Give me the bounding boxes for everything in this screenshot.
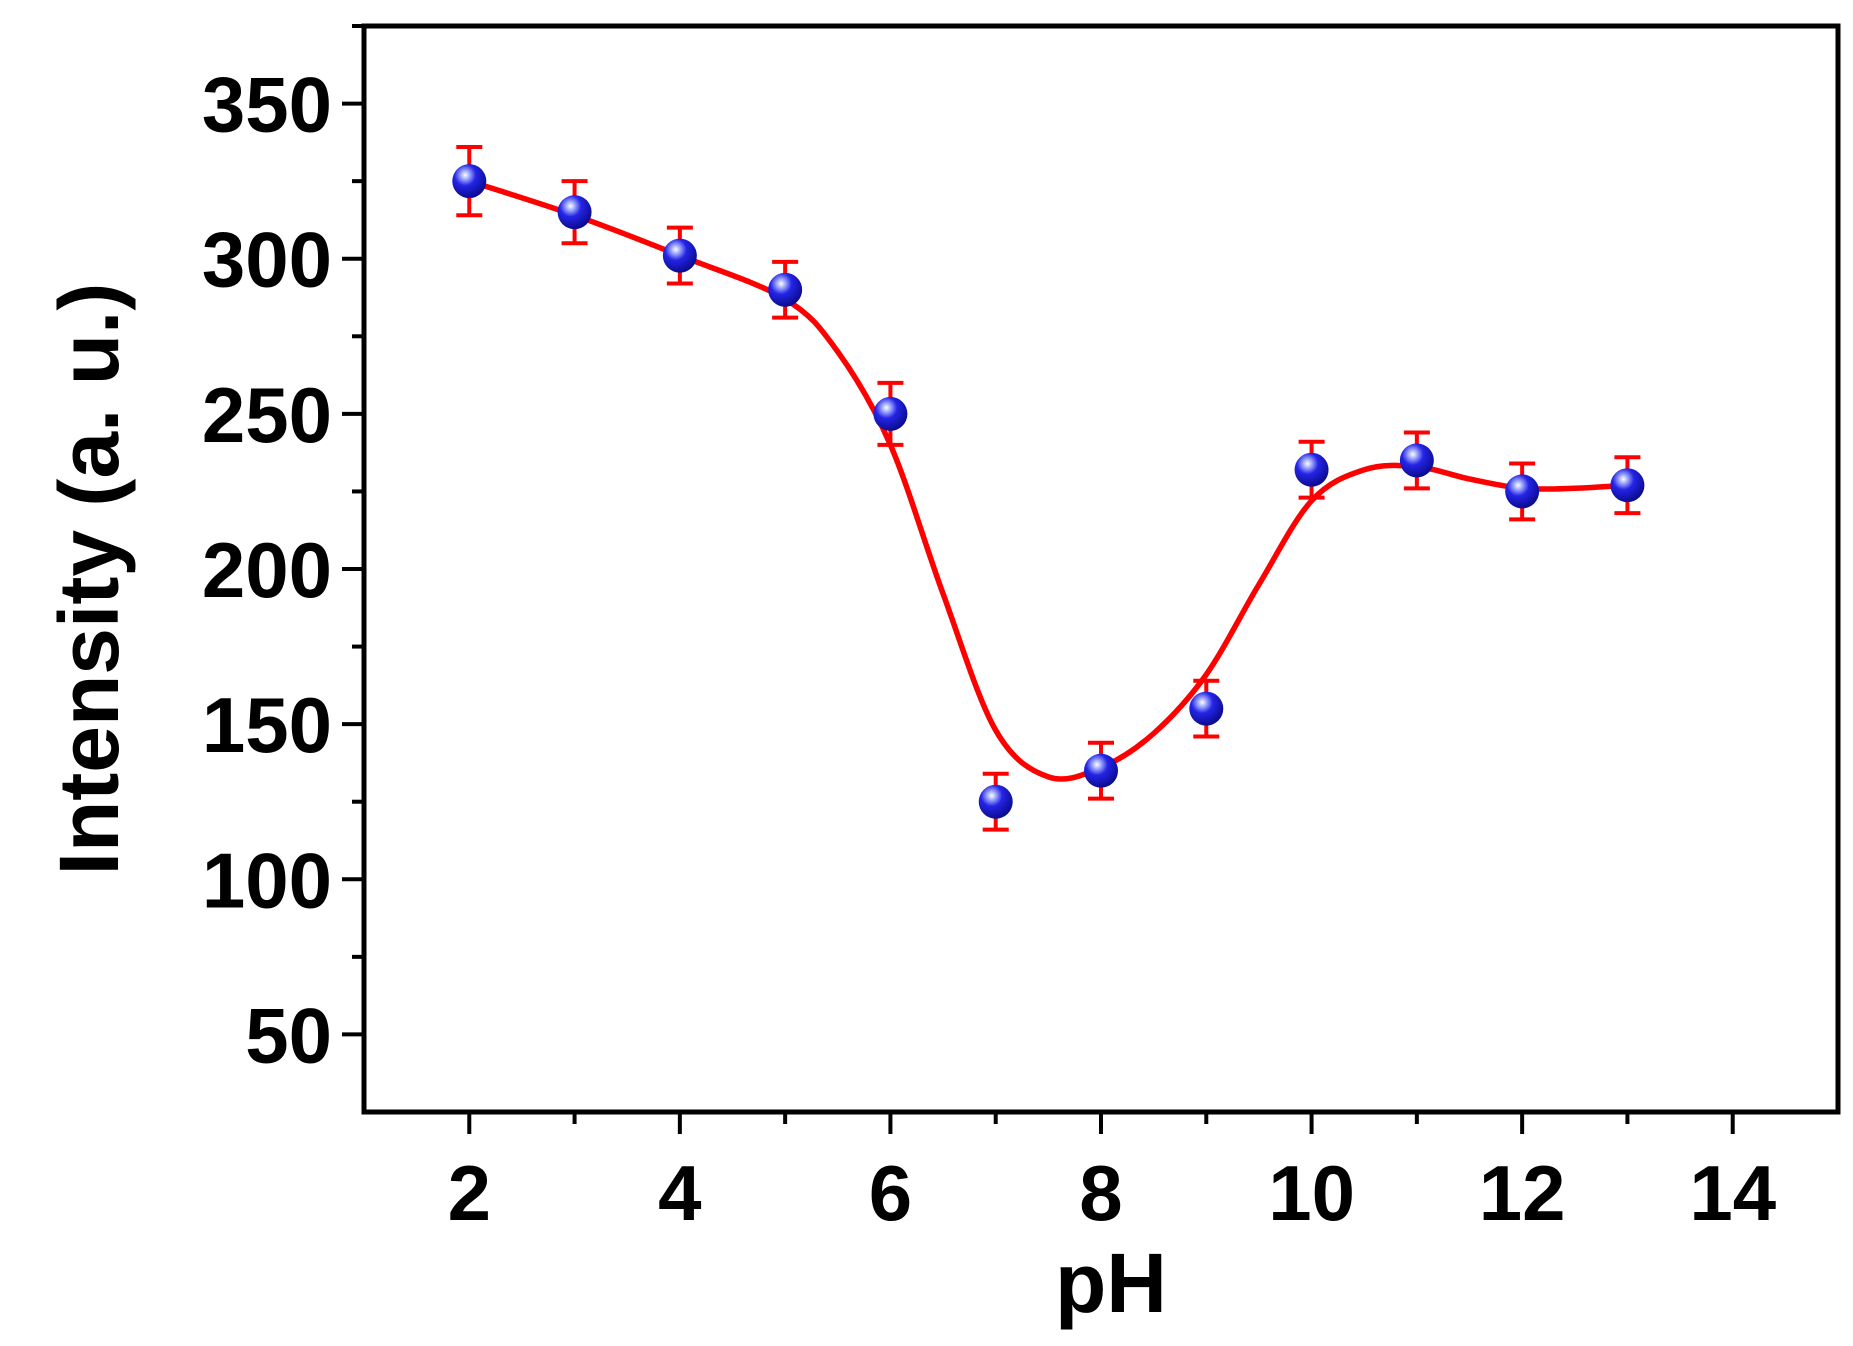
- y-tick-label: 350: [202, 61, 332, 149]
- x-tick-label: 2: [448, 1149, 491, 1237]
- data-point: [557, 195, 592, 230]
- x-axis-title: pH: [1055, 1236, 1167, 1330]
- y-tick-label: 300: [202, 216, 332, 304]
- data-point: [873, 396, 908, 431]
- y-tick-label: 50: [245, 991, 332, 1079]
- x-tick-label: 14: [1689, 1149, 1776, 1237]
- y-tick-label: 100: [202, 836, 332, 924]
- x-tick-label: 8: [1079, 1149, 1122, 1237]
- error-bars: [456, 145, 1641, 832]
- tick-labels: 2 4 6 8 10 12 14 50 100 150 200 250 300 350: [202, 61, 1776, 1237]
- data-point: [1505, 474, 1540, 509]
- x-tick-label: 12: [1479, 1149, 1566, 1237]
- y-tick-label: 250: [202, 371, 332, 459]
- y-tick-label: 150: [202, 681, 332, 769]
- data-point: [1399, 443, 1434, 478]
- axes: [342, 23, 1841, 1134]
- data-points: [452, 164, 1645, 819]
- x-tick-label: 6: [869, 1149, 912, 1237]
- data-point: [1084, 753, 1118, 788]
- data-point: [452, 164, 487, 199]
- data-point: [1189, 691, 1224, 726]
- fit-curve: [468, 178, 1628, 782]
- y-tick-label: 200: [202, 526, 332, 614]
- data-point: [1610, 468, 1645, 503]
- data-point: [1294, 452, 1329, 487]
- fit-curve-layer: [468, 178, 1628, 782]
- x-tick-label: 10: [1268, 1149, 1355, 1237]
- data-point: [978, 784, 1013, 819]
- plot-frame: [361, 23, 1841, 1115]
- data-point: [768, 272, 803, 307]
- y-axis-title: Intensity (a. u.): [42, 283, 136, 876]
- data-point: [662, 238, 697, 273]
- x-tick-label: 4: [658, 1149, 701, 1237]
